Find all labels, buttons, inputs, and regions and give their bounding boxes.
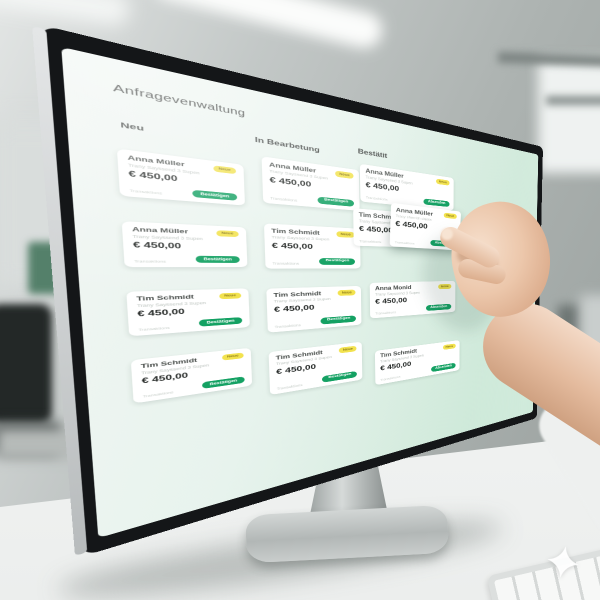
request-card[interactable]: Tim Schmidt Neue Trany Sayssend 3 Supen …	[263, 223, 361, 269]
card-footer: Transaktions	[394, 240, 415, 246]
card-footer: Transaktions	[380, 374, 401, 382]
request-card[interactable]: Tim Schmidt Neue Trany Sayssend 3 Supen …	[266, 285, 362, 333]
request-card[interactable]: Anna Müller Neue Trany Sayssend 3 Supen …	[359, 163, 454, 211]
request-card[interactable]: Tim Schmidt Neue Trany Sayssend 3 Supen …	[126, 288, 250, 337]
request-card[interactable]: Anna Müller Neue Trany Sayssend 3 Supen …	[121, 221, 248, 268]
column-cards: Anna Müller Neue Trany Sayssend 3 Supen …	[116, 148, 257, 404]
column-header: In Bearbetung	[254, 135, 320, 154]
request-card[interactable]: Tim Schmidt Neue Trany Sayssend 3 Supen …	[374, 340, 460, 386]
card-footer: Transaktions	[129, 188, 163, 196]
confirm-button[interactable]: Bestätigen	[191, 189, 238, 201]
card-footer: Transaktions	[138, 326, 170, 332]
column-header: Neu	[120, 120, 145, 133]
confirm-button[interactable]: Absenden	[423, 198, 450, 208]
card-footer: Transaktions	[359, 239, 382, 244]
status-badge: Neue	[336, 231, 355, 238]
request-card[interactable]: Anna Müller Neue Trany Sayssend 3 Supen …	[116, 148, 245, 206]
request-card[interactable]: Tim Schmidt Neue Trany Sayssend 3 Supen …	[268, 341, 363, 396]
office-chair-base	[0, 422, 62, 454]
card-footer: Transaktions	[365, 195, 388, 202]
window-pane	[538, 58, 600, 173]
board-column-in-bearbetung: In Bearbetung Anna Müller Neue Trany Say…	[254, 135, 363, 415]
window-frame	[497, 51, 600, 68]
card-footer: Transaktions	[142, 390, 174, 399]
window-frame	[546, 96, 600, 105]
confirm-button[interactable]: Absenden	[430, 239, 456, 248]
request-card[interactable]: Anna Müller Neue Trany Sayssend 3 Supen …	[261, 156, 360, 211]
request-card[interactable]: Tim Schmidt Neue Trany Sayssend 3 Supen …	[130, 347, 253, 404]
status-badge: Neue	[443, 212, 457, 220]
confirm-button[interactable]: Bestätigen	[198, 316, 243, 327]
ceiling-light-icon	[149, 0, 386, 52]
card-price: € 450,00	[271, 241, 314, 251]
confirm-button[interactable]: Absenden	[425, 303, 452, 311]
card-footer: Transaktions	[272, 261, 300, 266]
card-footer: Transaktions	[270, 196, 298, 203]
card-price: € 450,00	[132, 241, 182, 251]
confirm-button[interactable]: Bestätigen	[201, 375, 245, 389]
confirm-button[interactable]: Bestätigen	[322, 370, 357, 383]
card-footer: Transaktions	[375, 310, 397, 316]
confirm-button[interactable]: Absenden	[431, 362, 456, 373]
request-card[interactable]: Anna Monid Neue Trany Sayssend 3 Supen €…	[369, 280, 456, 319]
board-column-neu: Neu Anna Müller Neue Trany Sayssend 3 Su…	[115, 119, 258, 426]
card-footer: Transaktions	[274, 323, 301, 330]
card-footer: Transaktions	[134, 259, 167, 264]
dragged-card[interactable]: Anna Müller Neue Tracy sherrish dajela €…	[389, 202, 462, 251]
confirm-button[interactable]: Bestätigen	[320, 315, 356, 325]
page-title: Anfragevenwaltung	[112, 82, 246, 119]
column-cards: Anna Müller Neue Trany Sayssend 3 Supen …	[353, 163, 480, 394]
board-column-bestaetit: Bestätit Anna Müller Neue Trany Sayssend…	[353, 147, 480, 394]
column-cards: Anna Müller Neue Trany Sayssend 3 Supen …	[261, 156, 363, 396]
sparkle-icon	[547, 546, 579, 578]
confirm-button[interactable]: Bestätigen	[319, 257, 356, 265]
card-footer: Transaktions	[276, 382, 303, 391]
office-chair	[0, 304, 52, 424]
confirm-button[interactable]: Bestätigen	[194, 255, 240, 263]
status-badge: Neue	[438, 283, 452, 290]
status-badge: Neue	[337, 289, 356, 296]
status-badge: Neue	[218, 292, 242, 300]
status-badge: Neue	[215, 230, 239, 238]
ceiling-light-icon	[0, 0, 132, 28]
confirm-button[interactable]: Bestätigen	[317, 196, 355, 207]
